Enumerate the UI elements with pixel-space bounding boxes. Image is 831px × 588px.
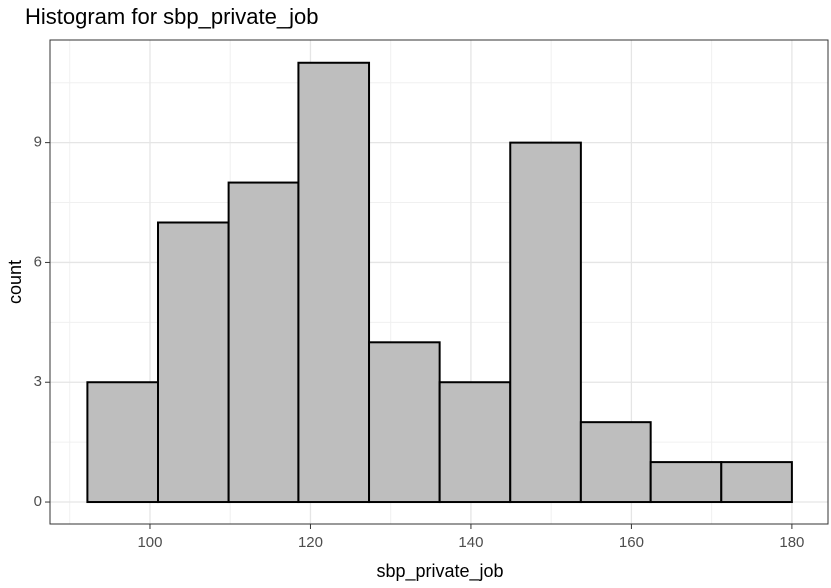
x-axis-label: sbp_private_job	[376, 561, 503, 582]
bar	[86, 381, 160, 504]
bar	[368, 341, 441, 504]
panel-border	[49, 39, 829, 525]
x-tick-label: 100	[137, 534, 162, 551]
y-tick-label: 0	[34, 493, 42, 510]
x-tick-label: 120	[298, 534, 323, 551]
y-tick-label: 3	[34, 373, 42, 390]
y-tick-label: 6	[34, 253, 42, 270]
bar	[297, 61, 371, 504]
bar	[438, 381, 512, 504]
bar	[579, 421, 652, 504]
x-tick-label: 160	[619, 534, 644, 551]
bar	[509, 141, 582, 504]
chart-title: Histogram for sbp_private_job	[25, 4, 318, 29]
bar	[157, 221, 230, 504]
y-axis-label: count	[5, 260, 25, 304]
bar	[720, 461, 793, 504]
x-tick-label: 140	[458, 534, 483, 551]
bar	[649, 461, 723, 504]
x-tick-label: 180	[779, 534, 804, 551]
bar	[227, 181, 300, 504]
y-tick-label: 9	[34, 134, 42, 151]
